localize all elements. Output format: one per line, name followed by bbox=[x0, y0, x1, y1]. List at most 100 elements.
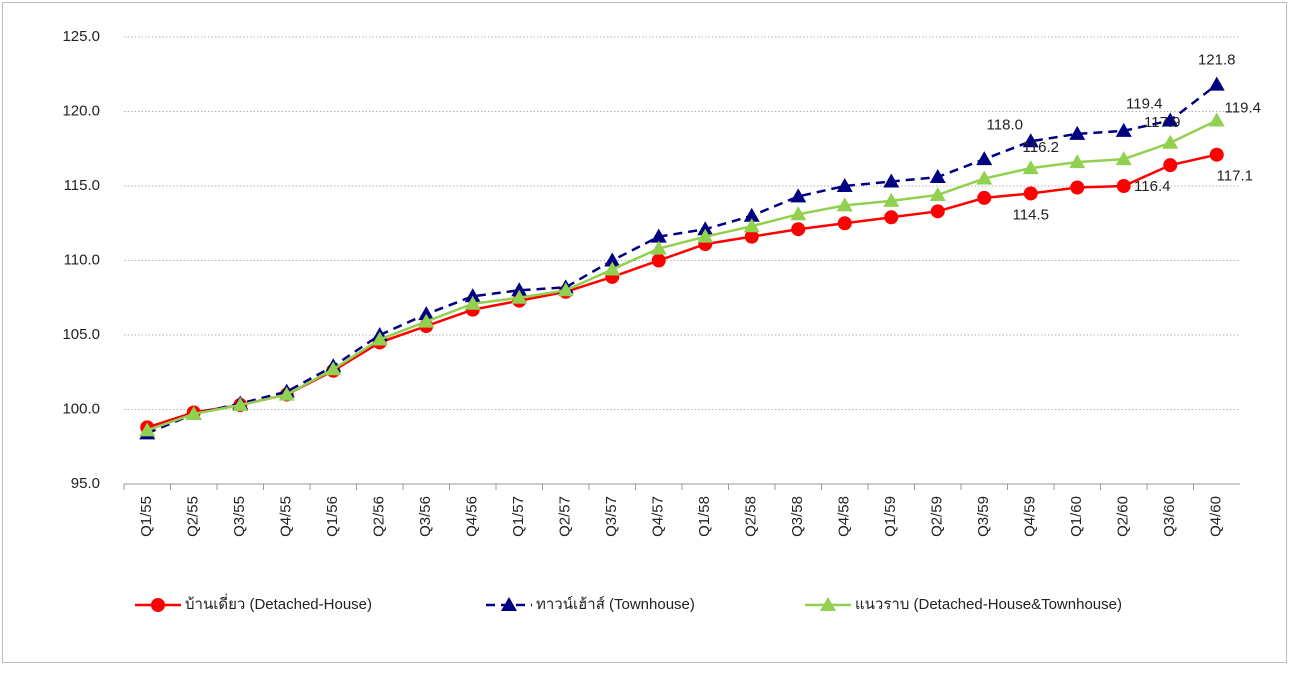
data-label: 118.0 bbox=[987, 116, 1023, 133]
point bbox=[185, 405, 202, 420]
point bbox=[151, 598, 165, 612]
x-tick-label: Q4/59 bbox=[1022, 496, 1039, 537]
x-tick-label: Q4/55 bbox=[278, 496, 295, 537]
data-label: 117.1 bbox=[1217, 168, 1253, 185]
point bbox=[650, 228, 667, 243]
point bbox=[418, 313, 435, 328]
point bbox=[697, 221, 714, 236]
x-tick-label: Q3/59 bbox=[975, 496, 992, 537]
point bbox=[929, 169, 946, 184]
x-tick-label: Q2/60 bbox=[1115, 496, 1132, 537]
y-tick-label: 95.0 bbox=[71, 475, 100, 492]
series-line bbox=[146, 83, 1218, 435]
y-tick-label: 105.0 bbox=[62, 326, 100, 343]
point bbox=[511, 282, 528, 297]
point bbox=[743, 207, 760, 222]
point bbox=[501, 597, 517, 611]
point bbox=[278, 386, 295, 401]
point bbox=[1162, 134, 1179, 149]
x-tick-label: Q1/60 bbox=[1068, 496, 1085, 537]
point bbox=[139, 422, 156, 437]
point bbox=[604, 252, 621, 267]
data-label: 116.2 bbox=[1023, 139, 1059, 156]
y-tick-label: 100.0 bbox=[62, 400, 100, 417]
point bbox=[836, 197, 853, 212]
point bbox=[930, 204, 945, 219]
point bbox=[232, 397, 249, 412]
series-line bbox=[146, 119, 1218, 432]
x-tick-label: Q1/56 bbox=[324, 496, 341, 537]
point bbox=[1070, 180, 1085, 195]
point bbox=[1022, 160, 1039, 175]
point bbox=[1208, 76, 1225, 91]
point bbox=[743, 218, 760, 233]
x-tick-label: Q1/55 bbox=[138, 496, 155, 537]
chart-frame bbox=[2, 2, 1287, 663]
x-tick-label: Q3/56 bbox=[417, 496, 434, 537]
point bbox=[1115, 122, 1132, 137]
point bbox=[883, 192, 900, 207]
data-label: 114.5 bbox=[1013, 206, 1049, 223]
point bbox=[790, 188, 807, 203]
legend-label: ทาวน์เฮ้าส์ (Townhouse) bbox=[536, 596, 695, 613]
point bbox=[651, 253, 666, 268]
x-tick-label: Q2/59 bbox=[929, 496, 946, 537]
y-tick-label: 125.0 bbox=[62, 28, 100, 45]
point bbox=[977, 190, 992, 205]
point bbox=[557, 282, 574, 297]
legend-label: แนวราบ (Detached-House&Townhouse) bbox=[855, 596, 1122, 613]
point bbox=[325, 361, 342, 376]
point bbox=[1162, 112, 1179, 127]
point bbox=[884, 210, 899, 225]
point bbox=[1116, 179, 1131, 193]
point bbox=[1022, 133, 1039, 148]
point bbox=[1115, 151, 1132, 166]
x-tick-label: Q4/56 bbox=[464, 496, 481, 537]
x-tick-label: Q2/57 bbox=[557, 496, 574, 537]
point bbox=[929, 186, 946, 201]
point bbox=[836, 178, 853, 192]
data-label: 121.8 bbox=[1198, 52, 1236, 69]
point bbox=[650, 240, 667, 255]
point bbox=[976, 170, 993, 185]
point bbox=[976, 151, 993, 166]
point bbox=[464, 288, 481, 303]
point bbox=[883, 173, 900, 188]
x-tick-label: Q3/55 bbox=[231, 496, 248, 537]
point bbox=[1209, 147, 1224, 162]
point bbox=[464, 295, 481, 310]
x-tick-label: Q2/56 bbox=[371, 496, 388, 537]
point bbox=[1163, 158, 1178, 173]
point bbox=[790, 206, 807, 221]
point bbox=[418, 306, 435, 321]
point bbox=[697, 228, 714, 243]
point bbox=[791, 222, 806, 237]
point bbox=[1208, 112, 1225, 127]
data-label: 117.9 bbox=[1144, 114, 1180, 131]
x-tick-label: Q2/55 bbox=[185, 496, 202, 537]
point bbox=[1023, 186, 1038, 201]
x-tick-label: Q2/58 bbox=[743, 496, 760, 537]
point bbox=[744, 229, 759, 244]
point bbox=[604, 261, 621, 276]
data-label: 119.4 bbox=[1126, 95, 1162, 112]
y-tick-label: 110.0 bbox=[64, 251, 100, 268]
point bbox=[371, 331, 388, 346]
y-tick-label: 120.0 bbox=[62, 102, 100, 119]
point bbox=[837, 216, 852, 231]
x-tick-label: Q1/57 bbox=[510, 496, 527, 537]
data-label: 119.4 bbox=[1225, 99, 1261, 116]
x-tick-label: Q4/60 bbox=[1208, 496, 1225, 537]
x-tick-label: Q4/57 bbox=[650, 496, 667, 537]
x-tick-label: Q3/60 bbox=[1161, 496, 1178, 537]
data-label: 116.4 bbox=[1134, 178, 1170, 195]
x-tick-label: Q1/59 bbox=[882, 496, 899, 537]
legend-label: บ้านเดี่ยว (Detached-House) bbox=[185, 593, 372, 613]
x-tick-label: Q3/57 bbox=[603, 496, 620, 537]
x-tick-label: Q4/58 bbox=[836, 496, 853, 537]
point bbox=[820, 597, 836, 611]
point bbox=[1069, 125, 1086, 140]
x-tick-label: Q3/58 bbox=[789, 496, 806, 537]
point bbox=[511, 289, 528, 304]
